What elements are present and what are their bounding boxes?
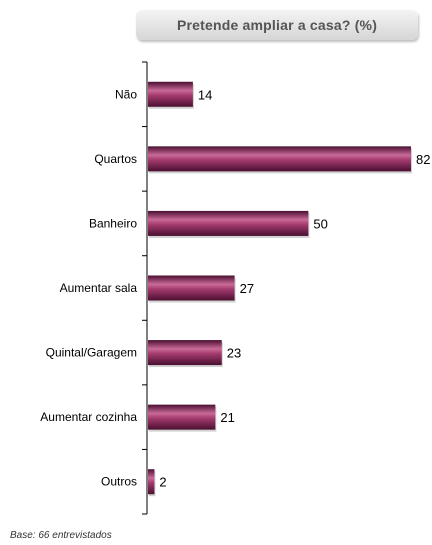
category-label: Quintal/Garagem bbox=[46, 346, 137, 360]
chart-title-box: Pretende ampliar a casa? (%) bbox=[136, 10, 418, 40]
bar bbox=[148, 81, 193, 107]
category-label: Não bbox=[115, 87, 137, 101]
value-label: 50 bbox=[313, 216, 327, 231]
bar bbox=[148, 210, 309, 236]
value-label: 14 bbox=[198, 87, 212, 102]
category-label: Aumentar cozinha bbox=[40, 410, 137, 424]
category-label: Outros bbox=[101, 475, 137, 489]
chart-title: Pretende ampliar a casa? (%) bbox=[176, 17, 378, 33]
base-footnote: Base: 66 entrevistados bbox=[10, 530, 112, 541]
category-label: Quartos bbox=[94, 152, 137, 166]
value-label: 23 bbox=[227, 346, 241, 361]
bar bbox=[148, 404, 216, 430]
value-label: 21 bbox=[220, 410, 234, 425]
value-label: 82 bbox=[416, 152, 430, 167]
value-label: 27 bbox=[240, 281, 254, 296]
bar bbox=[148, 146, 411, 172]
category-label: Aumentar sala bbox=[60, 281, 138, 295]
bar bbox=[148, 469, 155, 495]
value-label: 2 bbox=[159, 475, 166, 490]
bar bbox=[148, 340, 222, 366]
bar bbox=[148, 275, 235, 301]
category-label: Banheiro bbox=[89, 216, 137, 230]
